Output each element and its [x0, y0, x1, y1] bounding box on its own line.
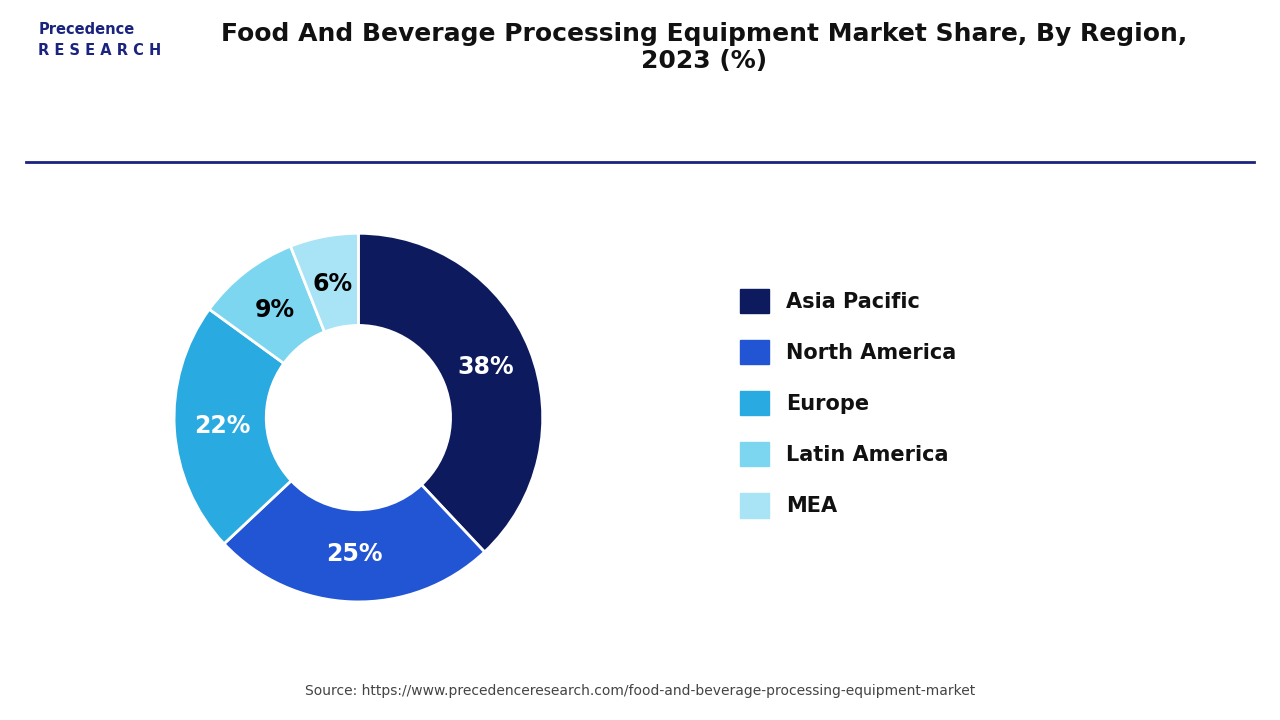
- Text: Precedence
R E S E A R C H: Precedence R E S E A R C H: [38, 22, 161, 58]
- Wedge shape: [174, 310, 292, 544]
- Wedge shape: [210, 246, 324, 364]
- Text: 6%: 6%: [312, 271, 353, 296]
- Wedge shape: [291, 233, 358, 332]
- Text: Food And Beverage Processing Equipment Market Share, By Region,
2023 (%): Food And Beverage Processing Equipment M…: [221, 22, 1187, 73]
- Text: 38%: 38%: [457, 356, 513, 379]
- Text: 22%: 22%: [195, 414, 251, 438]
- Legend: Asia Pacific, North America, Europe, Latin America, MEA: Asia Pacific, North America, Europe, Lat…: [740, 289, 956, 518]
- Wedge shape: [224, 481, 485, 602]
- Text: 25%: 25%: [326, 542, 383, 566]
- Text: Source: https://www.precedenceresearch.com/food-and-beverage-processing-equipmen: Source: https://www.precedenceresearch.c…: [305, 685, 975, 698]
- Text: 9%: 9%: [255, 298, 294, 322]
- Wedge shape: [358, 233, 543, 552]
